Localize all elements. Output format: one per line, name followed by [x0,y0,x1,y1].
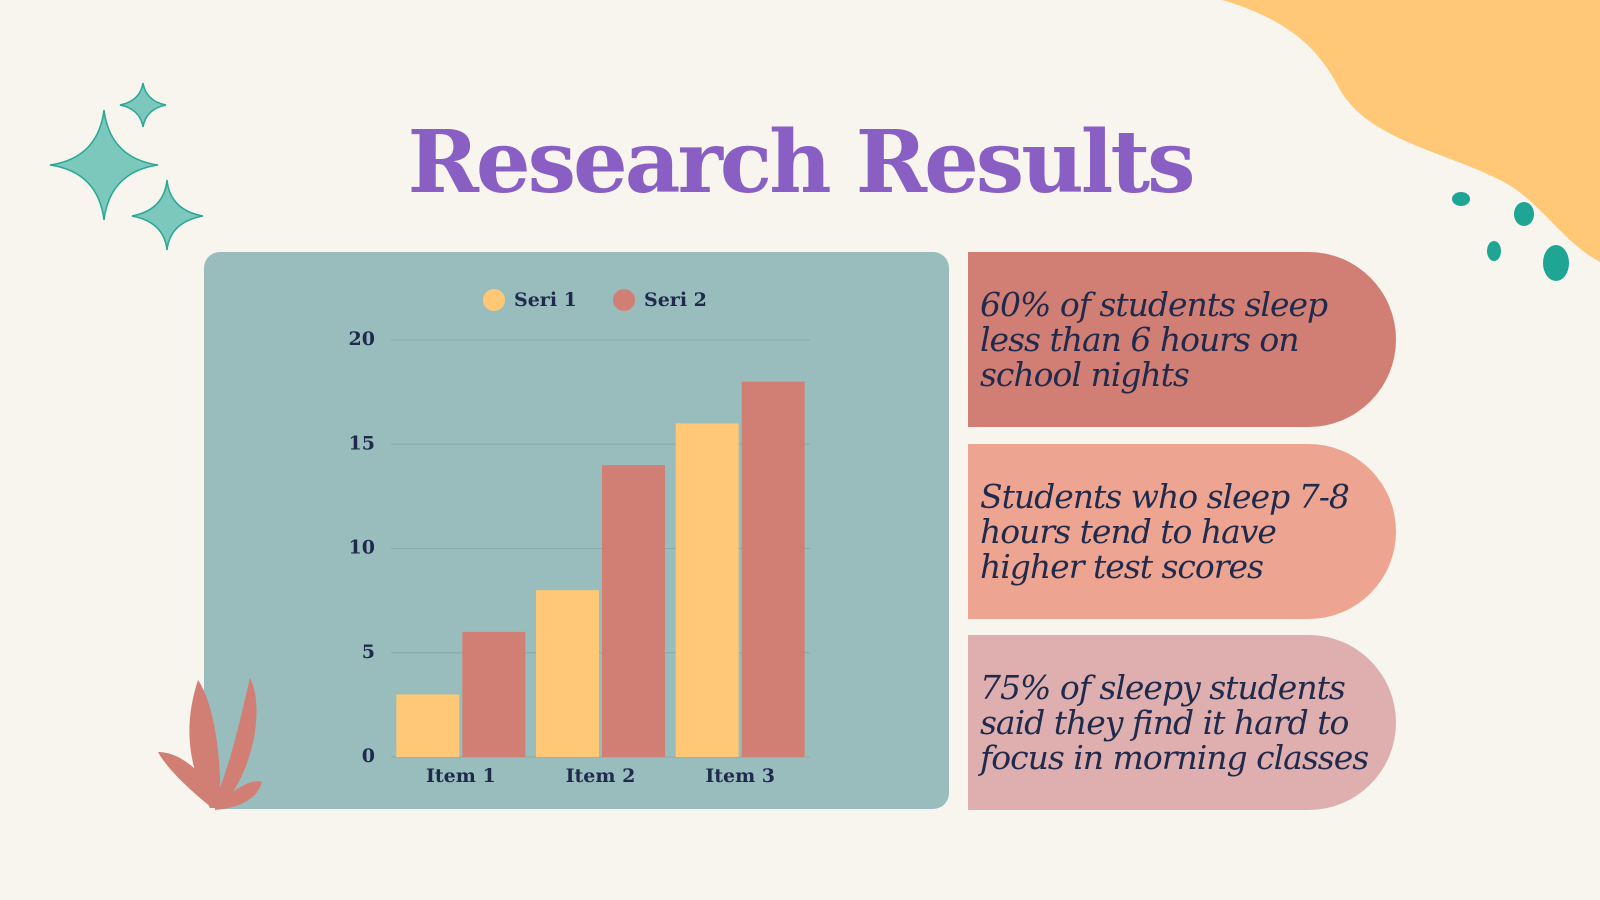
note-card: 60% of students sleep less than 6 hours … [968,252,1396,427]
note-card: Students who sleep 7-8 hours tend to hav… [968,444,1396,619]
legend-swatch [483,289,505,311]
note-card: 75% of sleepy students said they find it… [968,635,1396,810]
y-tick-label: 20 [349,328,375,350]
bar [462,631,526,757]
slide-title: Research Results [407,112,1195,213]
plant [158,678,262,810]
bar [396,694,460,757]
legend-label: Seri 1 [514,289,577,311]
bar [536,590,599,757]
note-text: 60% of students sleep less than 6 hours … [980,285,1328,394]
x-tick-label: Item 1 [426,765,496,787]
y-tick-label: 15 [349,432,375,454]
orange-blob [1222,0,1600,262]
sparkles [49,82,204,251]
y-tick-label: 5 [362,641,375,663]
plot-area: 0 5 10 15 20 Seri 1 Seri 2 Item 1 Item 2 Item 3 [349,289,810,787]
note-text: Students who sleep 7-8 hours tend to hav… [980,477,1350,586]
teal-dots [1452,192,1569,281]
bar [602,465,665,757]
y-tick-label: 10 [349,537,375,559]
legend-swatch [613,289,635,311]
y-tick-label: 0 [362,745,375,767]
legend-label: Seri 2 [644,289,707,311]
bar [675,423,739,757]
bar [741,381,805,757]
x-tick-label: Item 3 [705,765,775,787]
x-tick-label: Item 2 [566,765,636,787]
note-text: 75% of sleepy students said they find it… [980,668,1369,777]
